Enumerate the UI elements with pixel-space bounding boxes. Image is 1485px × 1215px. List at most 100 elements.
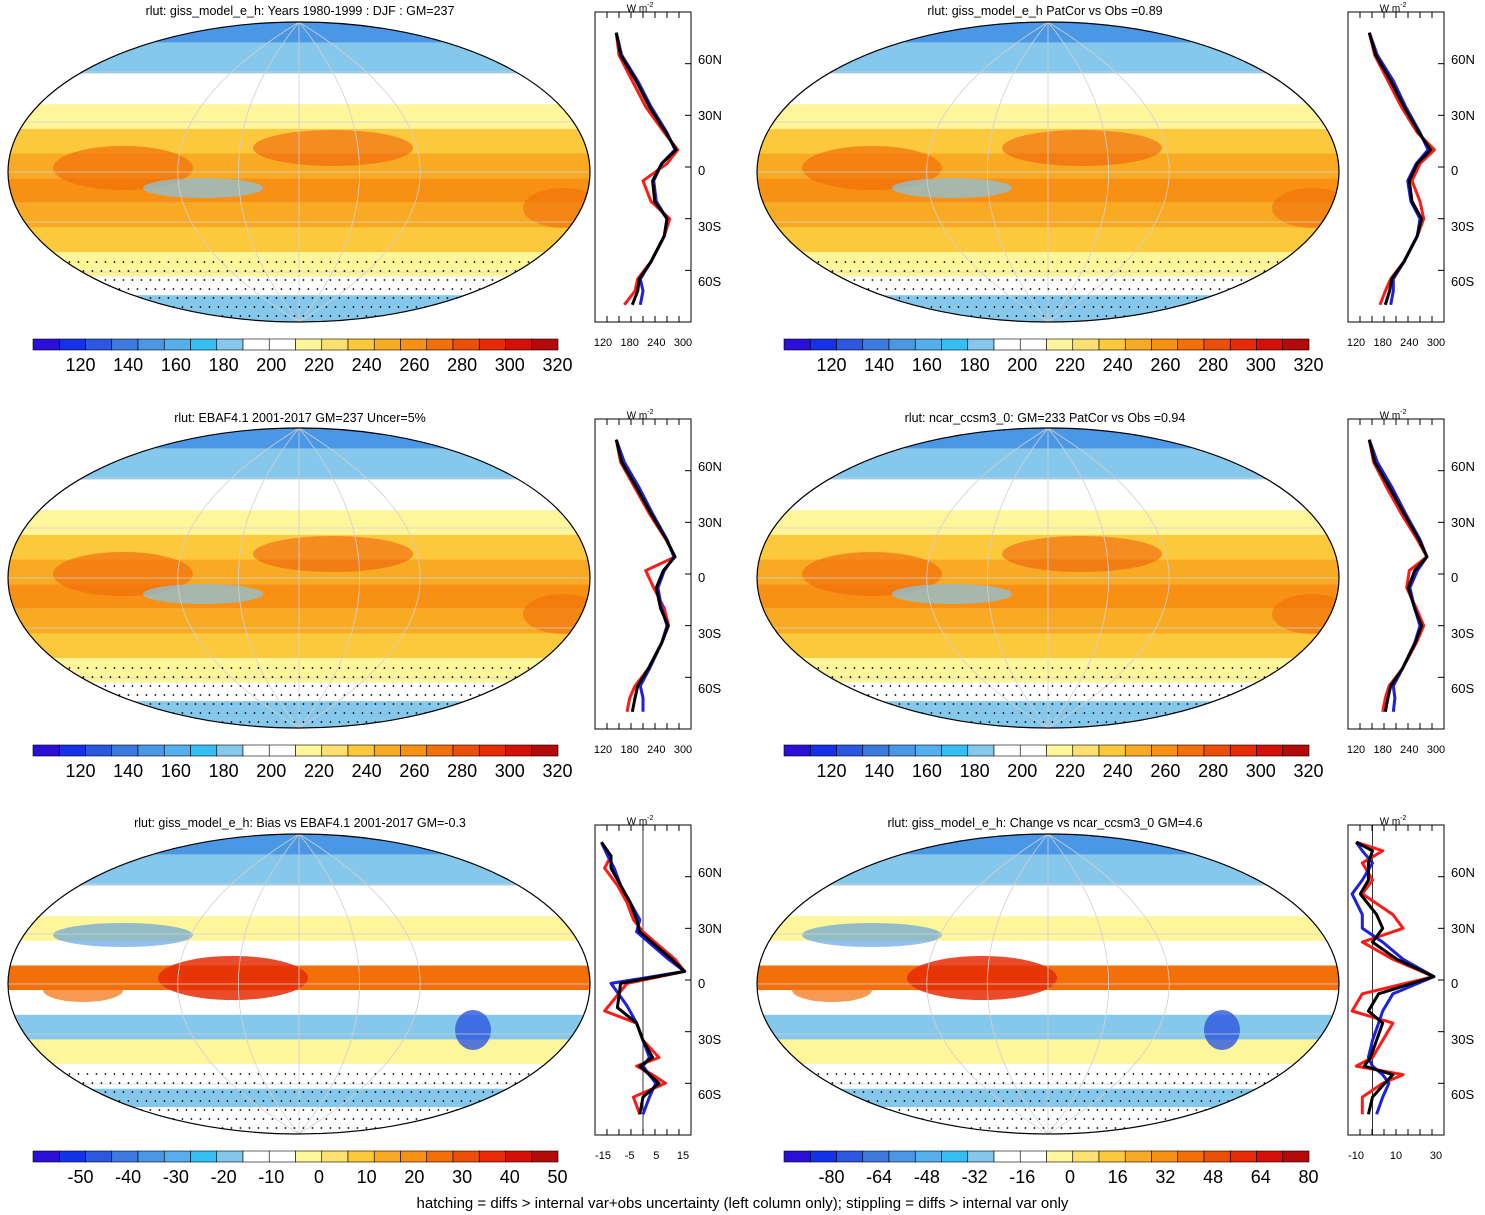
- stipple-dot: [1047, 694, 1050, 696]
- stipple-dot: [293, 297, 296, 299]
- colorbar-swatch: [1203, 1150, 1231, 1163]
- stipple-dot: [921, 270, 924, 272]
- stipple-dot: [77, 297, 80, 299]
- stipple-dot: [383, 667, 386, 669]
- colorbar-swatch: [862, 1150, 890, 1163]
- stipple-dot: [1020, 1082, 1023, 1084]
- stipple-dot: [266, 297, 269, 299]
- stipple-dot: [1015, 721, 1018, 723]
- stipple-dot: [586, 270, 589, 272]
- stipple-dot: [365, 1073, 368, 1075]
- stipple-dot: [523, 712, 526, 714]
- stipple-dot: [527, 261, 530, 263]
- stipple-dot: [781, 703, 784, 705]
- stipple-dot: [572, 1073, 575, 1075]
- stipple-dot: [1303, 1127, 1306, 1129]
- stipple-dot: [64, 694, 67, 696]
- stipple-dot: [1168, 279, 1171, 281]
- stipple-dot: [1201, 730, 1203, 732]
- stipple-dot: [894, 694, 897, 696]
- stipple-dot: [307, 1100, 310, 1102]
- stipple-dot: [1060, 297, 1063, 299]
- stipple-dot: [1024, 1073, 1027, 1075]
- stipple-dot: [1330, 279, 1333, 281]
- stipple-dot: [1308, 1118, 1311, 1120]
- stipple-dot: [826, 261, 829, 263]
- stipple-dot: [850, 324, 852, 326]
- stipple-dot: [380, 730, 382, 732]
- stipple-dot: [1069, 279, 1072, 281]
- stipple-dot: [1209, 676, 1212, 678]
- stipple-dot: [1335, 1082, 1338, 1084]
- stipple-dot: [433, 1118, 436, 1120]
- stipple-dot: [826, 703, 829, 705]
- stipple-dot: [347, 261, 350, 263]
- stipple-dot: [496, 1082, 499, 1084]
- stipple-dot: [407, 324, 409, 326]
- stipple-dot: [1155, 270, 1158, 272]
- stipple-dot: [437, 315, 440, 317]
- stipple-dot: [1114, 315, 1117, 317]
- stipple-dot: [1340, 703, 1342, 705]
- stipple-dot: [1083, 288, 1086, 290]
- stipple-dot: [113, 1127, 116, 1129]
- stipple-dot: [388, 306, 391, 308]
- stipple-dot: [127, 676, 130, 678]
- stipple-dot: [904, 1136, 906, 1138]
- stipple-dot: [1065, 1100, 1068, 1102]
- stipple-dot: [876, 712, 879, 714]
- stipple-dot: [943, 667, 946, 669]
- stipple-dot: [311, 1073, 314, 1075]
- profile-tick-label: -5: [624, 1150, 635, 1162]
- stipple-dot: [1119, 306, 1122, 308]
- stipple-dot: [307, 306, 310, 308]
- stipple-dot: [957, 1082, 960, 1084]
- stipple-dot: [799, 279, 802, 281]
- stipple-dot: [338, 667, 341, 669]
- map-outline: [756, 427, 1340, 729]
- colorbar-label: 220: [303, 355, 335, 375]
- stipple-dot: [759, 712, 762, 714]
- stipple-dot: [410, 721, 413, 723]
- stipple-dot: [451, 1082, 454, 1084]
- stipple-dot: [786, 270, 789, 272]
- stipple-dot: [1272, 1100, 1275, 1102]
- stipple-dot: [889, 685, 892, 687]
- stipple-dot: [1123, 261, 1126, 263]
- stipple-dot: [182, 1136, 184, 1138]
- stipple-dot: [1312, 685, 1315, 687]
- stipple-dot: [795, 1118, 798, 1120]
- stipple-dot: [1290, 270, 1293, 272]
- stipple-dot: [777, 1100, 780, 1102]
- stipple-dot: [1254, 676, 1257, 678]
- stipple-dot: [1336, 730, 1338, 732]
- stipple-dot: [1141, 1127, 1144, 1129]
- stipple-dot: [41, 297, 44, 299]
- stipple-dot: [550, 694, 553, 696]
- stipple-dot: [1231, 279, 1234, 281]
- stipple-dot: [1105, 721, 1108, 723]
- stipple-dot: [1285, 261, 1288, 263]
- colorbar-swatch: [1256, 744, 1284, 757]
- stipple-dot: [335, 324, 337, 326]
- stipple-dot: [916, 1091, 919, 1093]
- stipple-dot: [795, 676, 798, 678]
- stipple-dot: [329, 297, 332, 299]
- stipple-dot: [922, 324, 924, 326]
- stipple-dot: [209, 1136, 211, 1138]
- stipple-dot: [1236, 1082, 1239, 1084]
- colorbar-swatch: [400, 744, 428, 757]
- stipple-dot: [230, 1109, 233, 1111]
- stipple-dot: [1087, 1127, 1090, 1129]
- colorbar-swatch: [914, 1150, 942, 1163]
- stipple-dot: [903, 1082, 906, 1084]
- stipple-dot: [19, 1100, 22, 1102]
- stipple-dot: [1222, 1073, 1225, 1075]
- stipple-dot: [559, 676, 562, 678]
- stipple-dot: [1096, 685, 1099, 687]
- stipple-dot: [943, 703, 946, 705]
- stipple-dot: [850, 1136, 852, 1138]
- stipple-dot: [772, 1109, 775, 1111]
- stipple-dot: [984, 712, 987, 714]
- stipple-dot: [1186, 279, 1189, 281]
